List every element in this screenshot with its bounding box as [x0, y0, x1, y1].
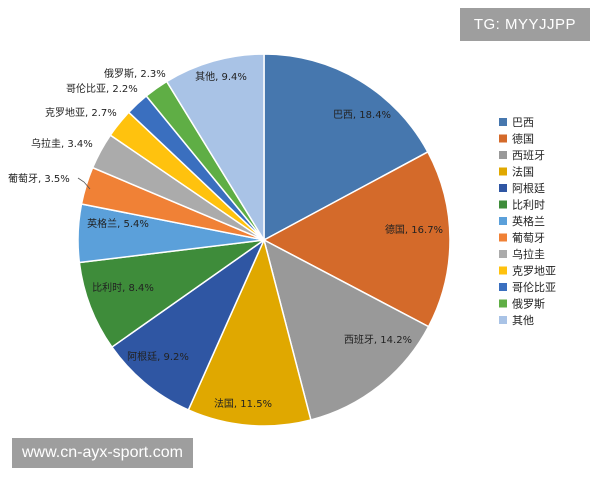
legend-label-10: 哥伦比亚 [512, 280, 556, 294]
legend-label-6: 英格兰 [512, 214, 545, 228]
slice-label-7: 葡萄牙, 3.5% [8, 172, 70, 185]
legend-label-0: 巴西 [512, 116, 534, 129]
legend-swatch-0 [499, 118, 507, 126]
legend-swatch-10 [499, 283, 507, 291]
slice-label-6: 英格兰, 5.4% [87, 217, 149, 230]
legend-label-11: 俄罗斯 [512, 298, 545, 311]
legend-label-3: 法国 [512, 165, 534, 179]
pie-slice-12 [165, 53, 265, 243]
slice-label-3: 法国, 11.5% [214, 397, 272, 410]
watermark-top: TG: MYYJJPP [459, 8, 590, 41]
pie-slice-2 [262, 238, 430, 421]
legend-label-2: 西班牙 [512, 149, 545, 162]
legend-swatch-6 [499, 217, 507, 225]
slice-label-0: 巴西, 18.4% [333, 109, 391, 121]
slice-label-8: 乌拉圭, 3.4% [31, 137, 93, 150]
legend-label-12: 其他 [512, 314, 534, 327]
legend-swatch-7 [499, 233, 507, 242]
slice-label-2: 西班牙, 14.2% [344, 334, 412, 346]
slice-label-5: 比利时, 8.4% [92, 282, 154, 294]
legend-label-8: 乌拉圭 [512, 247, 545, 261]
legend-label-5: 比利时 [512, 199, 545, 212]
pie-slice-4 [110, 237, 266, 411]
leader-line [77, 177, 91, 190]
legend-swatch-3 [499, 167, 507, 176]
pie-labels: 巴西, 18.4% 德国, 16.7% 西班牙, 14.2% 法国, 11.5% 阿根廷… [8, 67, 443, 410]
legend-label-4: 阿根廷 [512, 181, 545, 195]
slice-label-10: 哥伦比亚, 2.2% [66, 82, 138, 95]
watermark-bottom: www.cn-ayx-sport.com [12, 438, 193, 468]
slice-label-1: 德国, 16.7% [385, 223, 443, 236]
legend-swatch-5 [499, 200, 507, 209]
pie-slice-0 [263, 53, 429, 242]
legend-swatch-9 [499, 266, 507, 275]
slice-label-12: 其他, 9.4% [195, 70, 247, 83]
legend-swatch-2 [499, 151, 507, 159]
slice-label-4: 阿根廷, 9.2% [127, 350, 189, 363]
legend-label-7: 葡萄牙 [512, 232, 545, 245]
pie-slices [77, 53, 451, 427]
legend-label-9: 克罗地亚 [512, 265, 556, 278]
slice-label-11: 俄罗斯, 2.3% [104, 67, 166, 80]
legend-swatch-11 [499, 299, 507, 308]
slice-label-9: 克罗地亚, 2.7% [45, 106, 117, 119]
legend-label-1: 德国 [512, 132, 534, 146]
legend-swatch-4 [499, 184, 507, 192]
legend-swatch-12 [499, 316, 507, 324]
pie-slice-5 [78, 239, 265, 349]
legend-swatch-1 [499, 134, 507, 143]
pie-slice-3 [187, 237, 312, 427]
legend-swatch-8 [499, 250, 507, 258]
pie-slice-1 [262, 150, 451, 328]
